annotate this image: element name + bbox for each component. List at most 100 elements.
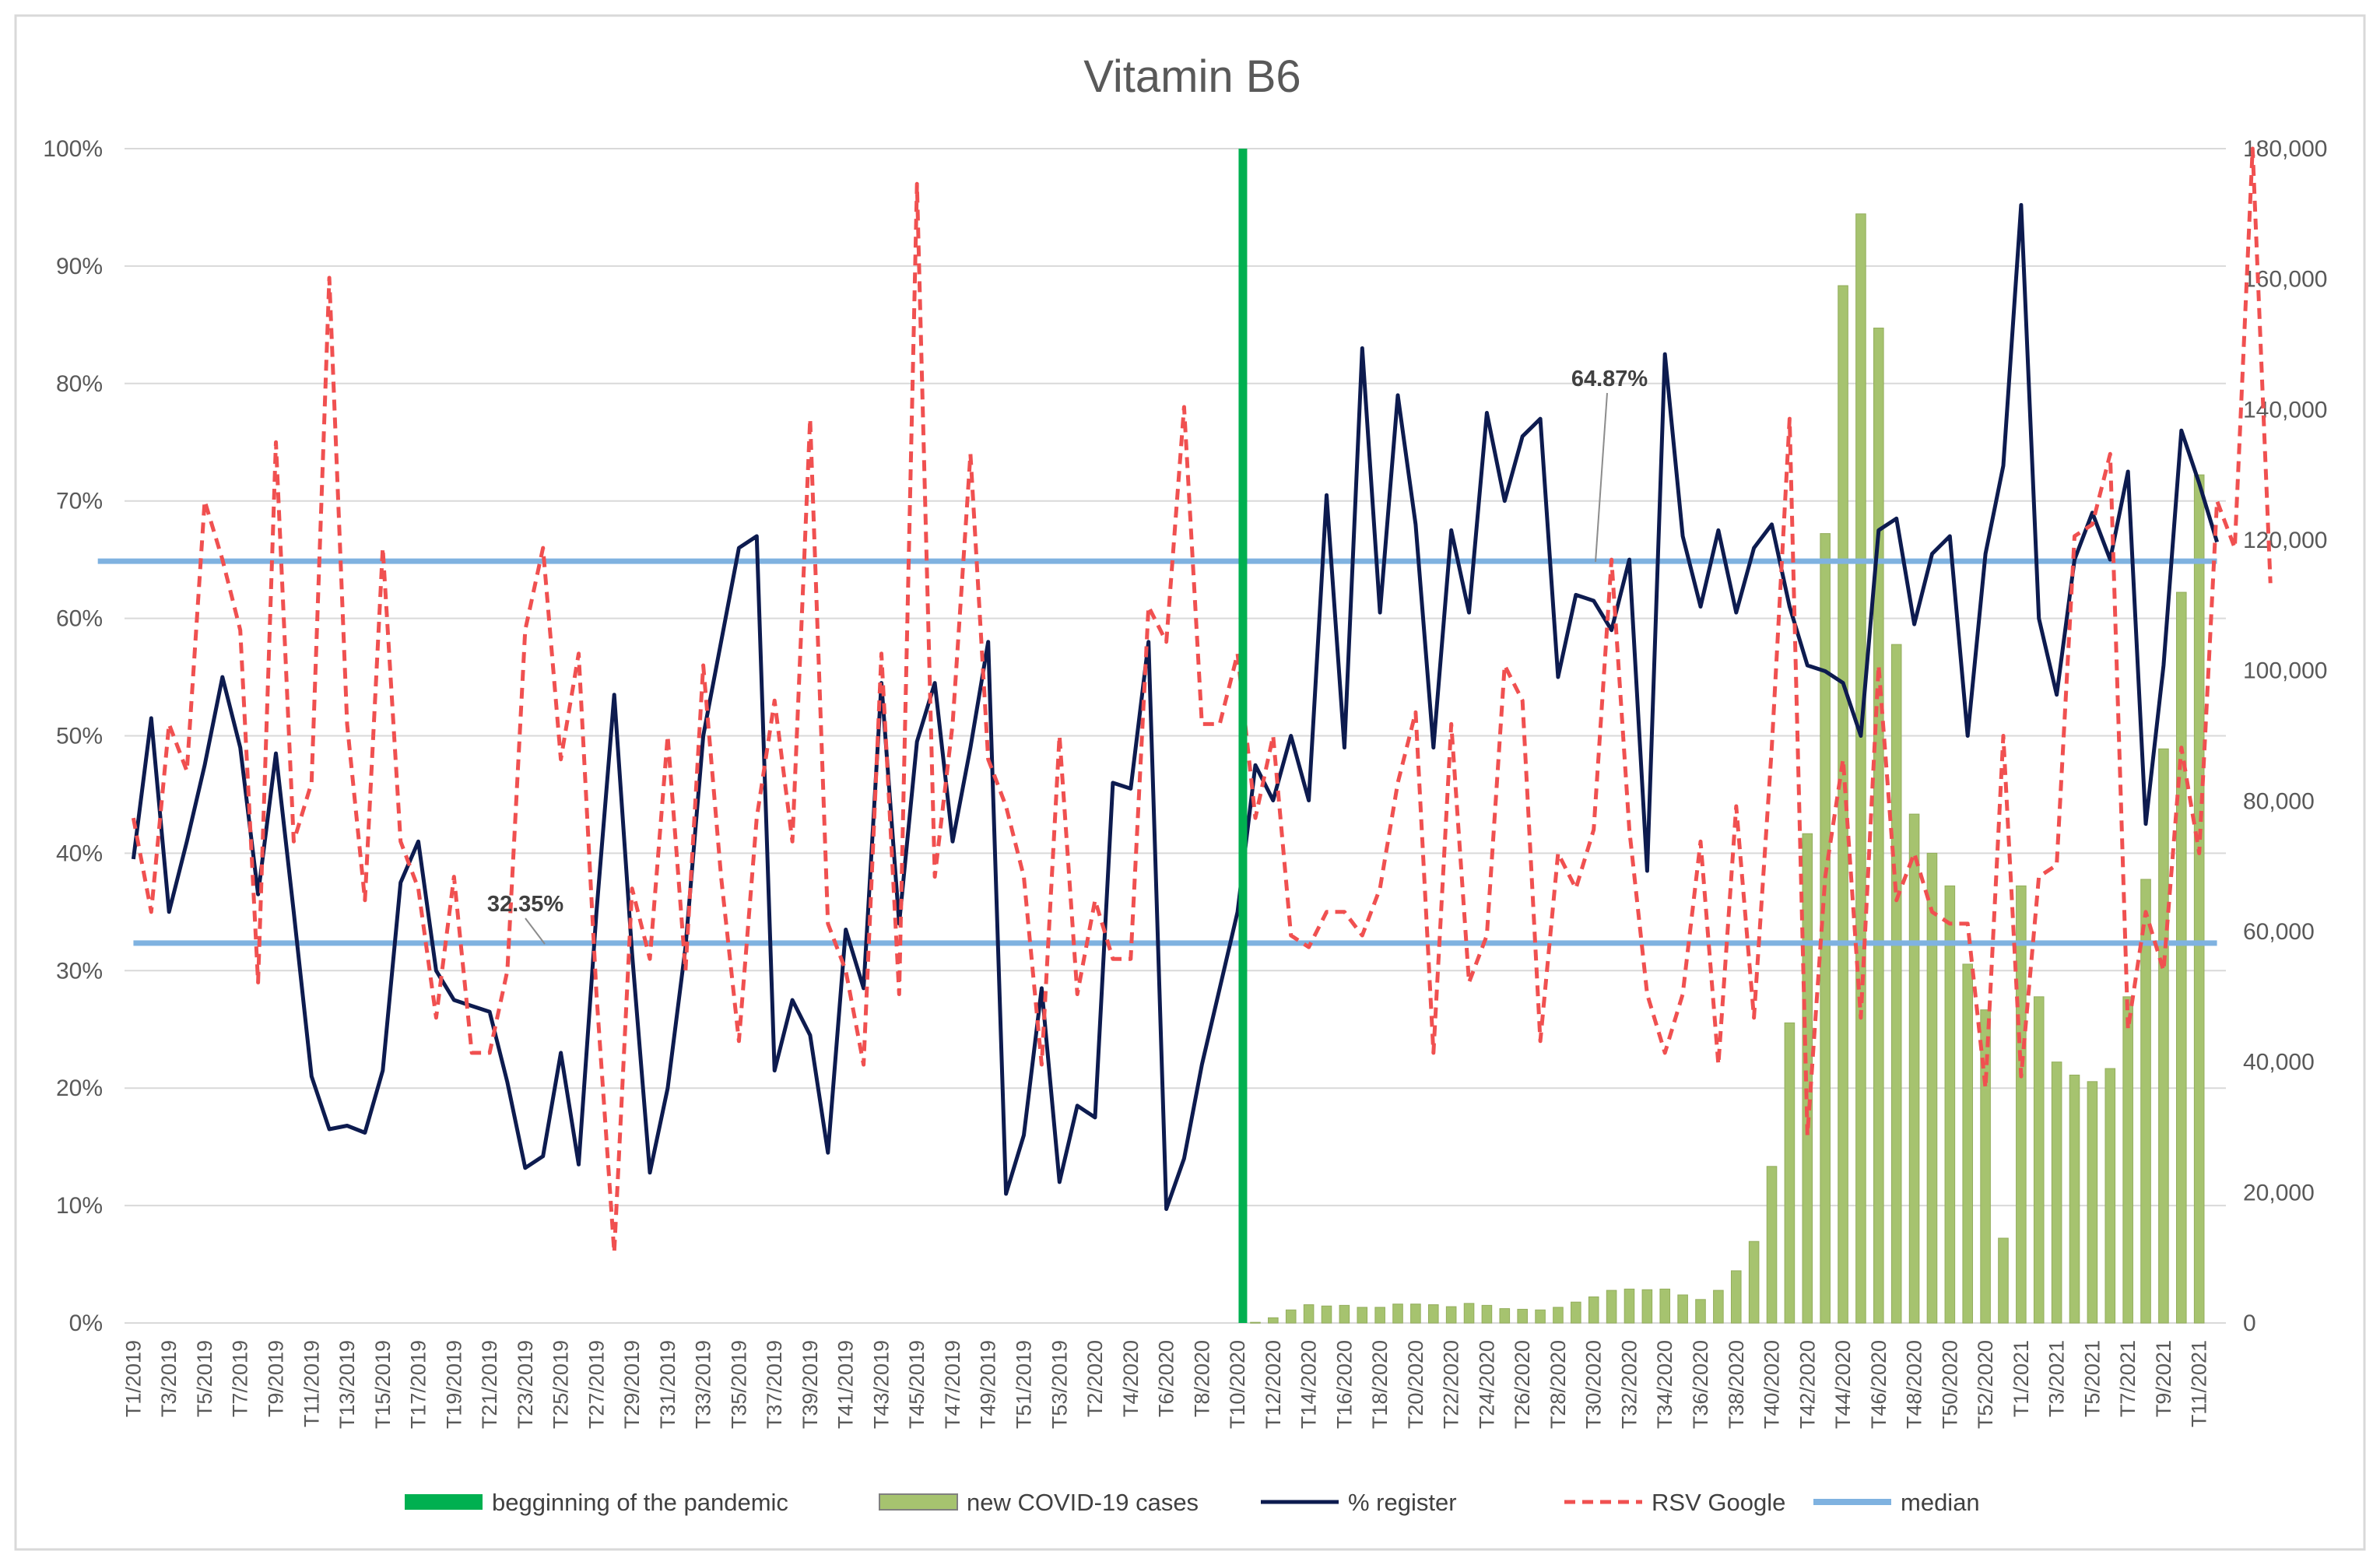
x-tick-label: T15/2019 <box>371 1340 395 1429</box>
x-tick-label: T50/2020 <box>1938 1340 1961 1429</box>
y-right-tick-label: 100,000 <box>2243 658 2327 684</box>
median-annotations: 32.35% 64.87% <box>487 367 1648 945</box>
y-left-tick-label: 80% <box>56 371 103 397</box>
y-right-tick-label: 20,000 <box>2243 1180 2315 1205</box>
covid-bar <box>1873 328 1884 1324</box>
y-axis-right: 0 20,000 40,000 60,000 80,000 100,000 120,000 1… <box>2243 136 2327 1336</box>
y-left-tick-label: 40% <box>56 840 103 866</box>
x-tick-label: T28/2020 <box>1546 1340 1570 1429</box>
covid-bar <box>1748 1240 1760 1324</box>
x-tick-label: T11/2019 <box>300 1340 323 1427</box>
covid-bar <box>1463 1303 1475 1324</box>
gridlines <box>125 148 2226 1324</box>
covid-bar <box>1606 1290 1617 1324</box>
annotation-leader <box>1595 392 1608 563</box>
covid-bar <box>2016 885 2027 1324</box>
covid-bar <box>1890 644 1902 1324</box>
y-right-tick-label: 60,000 <box>2243 919 2315 945</box>
x-tick-label: T24/2020 <box>1475 1340 1498 1429</box>
x-tick-label: T34/2020 <box>1653 1340 1676 1429</box>
y-left-tick-label: 20% <box>56 1075 103 1101</box>
register-line <box>131 202 2219 1212</box>
covid-bar <box>2140 879 2151 1324</box>
covid-bar <box>1641 1289 1653 1324</box>
covid-bar <box>1339 1304 1350 1324</box>
x-tick-label: T30/2020 <box>1582 1340 1606 1429</box>
x-tick-label: T11/2021 <box>2188 1340 2211 1427</box>
covid-bar <box>1445 1306 1457 1324</box>
covid-bar <box>1730 1270 1742 1324</box>
y-right-tick-label: 180,000 <box>2243 136 2327 162</box>
x-tick-label: T48/2020 <box>1903 1340 1926 1429</box>
legend-label: % register <box>1348 1489 1457 1516</box>
x-tick-label: T13/2019 <box>335 1340 359 1429</box>
covid-bar <box>2104 1068 2116 1324</box>
y-right-tick-label: 160,000 <box>2243 267 2327 293</box>
covid-bar <box>1427 1304 1439 1324</box>
covid-bar <box>2069 1074 2080 1324</box>
covid-bar <box>1998 1237 2009 1324</box>
x-tick-label: T45/2019 <box>905 1340 928 1429</box>
covid-bar <box>1517 1308 1528 1324</box>
x-tick-label: T8/2020 <box>1190 1340 1213 1417</box>
rsv-google-line <box>131 146 2273 1254</box>
y-right-tick-label: 120,000 <box>2243 528 2327 553</box>
x-tick-label: T42/2020 <box>1796 1340 1819 1429</box>
x-tick-label: T37/2019 <box>763 1340 786 1429</box>
x-tick-label: T3/2021 <box>2045 1340 2069 1417</box>
y-right-tick-label: 80,000 <box>2243 788 2315 814</box>
covid-bar <box>2087 1081 2098 1324</box>
covid-bar <box>1908 813 1920 1324</box>
covid-bar <box>1659 1288 1671 1324</box>
x-tick-label: T25/2019 <box>549 1340 573 1429</box>
covid-bar <box>1392 1304 1403 1324</box>
covid-bar <box>1962 963 1974 1324</box>
y-right-tick-label: 0 <box>2243 1311 2256 1336</box>
x-tick-label: T35/2019 <box>727 1340 750 1429</box>
x-axis-labels: T1/2019 T3/2019 T5/2019 T7/2019 T9/2019 T11/2… <box>121 1340 2210 1429</box>
x-tick-label: T17/2019 <box>407 1340 430 1429</box>
y-left-tick-label: 90% <box>56 254 103 279</box>
covid-bar <box>2051 1061 2062 1324</box>
x-tick-label: T44/2020 <box>1831 1340 1855 1429</box>
covid-bar <box>2176 591 2187 1324</box>
x-tick-label: T33/2019 <box>692 1340 715 1429</box>
covid-bar <box>1535 1309 1546 1324</box>
x-tick-label: T16/2020 <box>1332 1340 1356 1429</box>
y-right-tick-label: 140,000 <box>2243 397 2327 423</box>
covid-bar <box>1481 1304 1493 1324</box>
x-tick-label: T9/2019 <box>264 1340 287 1417</box>
covid-bar <box>1410 1304 1421 1324</box>
covid-bar <box>1285 1309 1297 1324</box>
covid-bar <box>1268 1317 1279 1324</box>
covid-bar <box>1980 1009 1991 1324</box>
x-tick-label: T5/2019 <box>193 1340 216 1417</box>
legend-label: new COVID-19 cases <box>967 1489 1199 1516</box>
x-tick-label: T31/2019 <box>656 1340 679 1429</box>
x-tick-label: T7/2021 <box>2116 1340 2140 1417</box>
covid-bar <box>1926 852 1938 1324</box>
x-tick-label: T38/2020 <box>1725 1340 1748 1429</box>
covid-bar <box>1357 1307 1368 1324</box>
covid-bar <box>1766 1166 1778 1324</box>
legend-swatch <box>405 1494 483 1510</box>
x-tick-label: T32/2020 <box>1617 1340 1641 1429</box>
covid-bar <box>1588 1296 1599 1324</box>
covid-bar <box>1624 1288 1635 1324</box>
x-tick-label: T51/2019 <box>1013 1340 1036 1429</box>
y-left-tick-label: 70% <box>56 489 103 514</box>
x-tick-label: T7/2019 <box>229 1340 252 1417</box>
x-tick-label: T1/2019 <box>121 1340 145 1417</box>
x-tick-label: T39/2019 <box>799 1340 822 1429</box>
y-left-tick-label: 30% <box>56 958 103 984</box>
y-axis-left: 0% 10% 20% 30% 40% 50% 60% 70% 80% 90% 100% <box>43 136 103 1336</box>
y-left-tick-label: 0% <box>69 1311 103 1336</box>
chart-title: Vitamin B6 <box>1083 51 1301 102</box>
x-tick-label: T14/2020 <box>1297 1340 1321 1429</box>
x-tick-label: T10/2020 <box>1226 1340 1249 1429</box>
x-tick-label: T27/2019 <box>584 1340 608 1429</box>
x-tick-label: T23/2019 <box>514 1340 537 1429</box>
series-lines <box>131 146 2273 1254</box>
y-left-tick-label: 50% <box>56 724 103 749</box>
